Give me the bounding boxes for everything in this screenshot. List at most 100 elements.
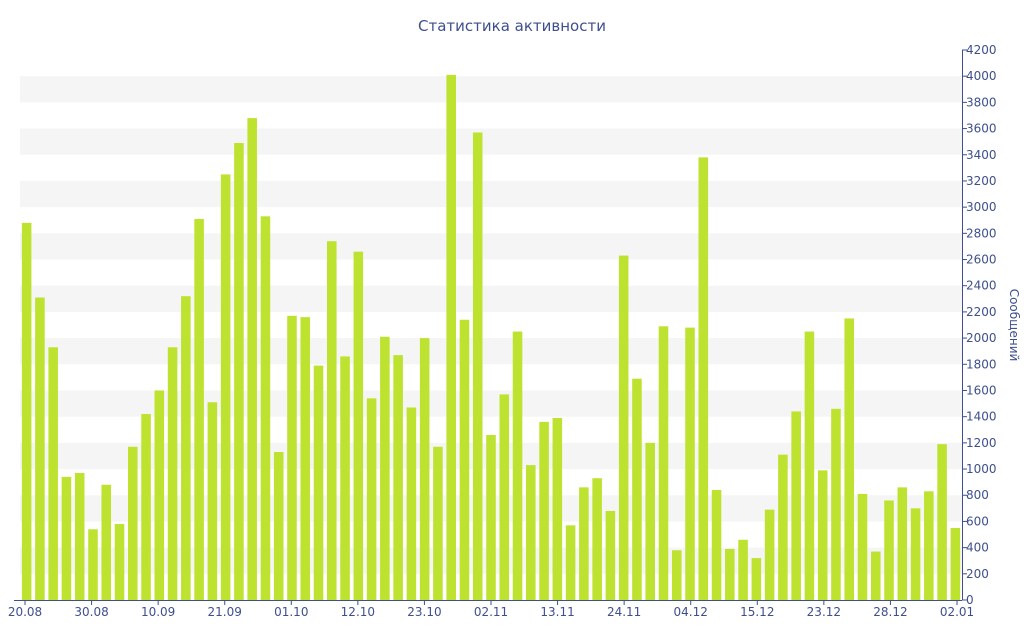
- bar: [565, 525, 576, 600]
- x-tick-label: 12.10: [341, 605, 375, 619]
- x-tick-label: 02.11: [474, 605, 508, 619]
- bar: [764, 509, 775, 600]
- bar: [738, 539, 748, 600]
- y-tick-label: 2600: [966, 253, 997, 267]
- y-tick-label: 1200: [966, 436, 997, 450]
- y-tick-label: 1800: [966, 357, 997, 371]
- x-tick-label: 02.01: [940, 605, 974, 619]
- bar: [340, 356, 350, 600]
- bar: [21, 222, 32, 600]
- bar: [260, 216, 271, 601]
- axes: [14, 50, 963, 601]
- bar: [287, 315, 297, 600]
- bar: [167, 347, 178, 600]
- bar: [778, 454, 788, 600]
- x-tick-label: 30.08: [74, 605, 108, 619]
- bar: [711, 490, 722, 600]
- bar: [897, 487, 908, 600]
- bar: [937, 444, 947, 600]
- bar: [698, 157, 709, 600]
- bar: [671, 550, 682, 600]
- bar: [910, 508, 921, 600]
- bar: [35, 297, 45, 600]
- bars: [21, 74, 961, 601]
- bar: [313, 365, 324, 600]
- bar: [486, 435, 496, 600]
- y-tick-label: 4200: [966, 43, 997, 57]
- y-ticks: 0 200 400 600 800 1000 1200 1400 1600 1800 2000 220…: [962, 43, 997, 607]
- y-tick-label: 2200: [966, 305, 997, 319]
- bar: [605, 510, 616, 600]
- bar: [74, 472, 85, 600]
- bar: [446, 74, 456, 600]
- x-tick-label: 24.11: [607, 605, 641, 619]
- x-tick-label: 15.12: [740, 605, 774, 619]
- y-tick-label: 1000: [966, 462, 997, 476]
- x-ticks: 20.08 30.08 10.09 21.09 01.10 12.10 23.10 02.11…: [8, 600, 974, 619]
- bar: [950, 527, 961, 600]
- bar: [526, 465, 536, 600]
- bar: [645, 442, 655, 600]
- bar: [499, 394, 510, 600]
- bar: [433, 446, 443, 600]
- bar: [48, 347, 58, 600]
- bar: [725, 548, 735, 600]
- bar: [472, 132, 483, 600]
- y-tick-label: 1400: [966, 410, 997, 424]
- y-tick-label: 3200: [966, 174, 997, 188]
- grid-band: [20, 233, 962, 260]
- bar: [327, 241, 337, 600]
- y-tick-label: 200: [966, 567, 989, 581]
- bar: [817, 470, 828, 600]
- bar: [273, 452, 284, 600]
- bar: [844, 318, 855, 600]
- bar: [380, 336, 390, 600]
- bar: [366, 398, 377, 600]
- y-tick-label: 2400: [966, 279, 997, 293]
- x-tick-label: 01.10: [274, 605, 308, 619]
- bar: [419, 338, 430, 600]
- bar: [459, 319, 470, 600]
- bar: [127, 446, 138, 600]
- bar: [751, 558, 762, 600]
- bar: [194, 218, 204, 600]
- bar: [539, 421, 549, 600]
- grid-band: [20, 285, 962, 312]
- bar: [632, 378, 642, 600]
- bar: [353, 251, 364, 600]
- bar: [220, 174, 231, 600]
- bar: [924, 491, 934, 600]
- bar: [618, 255, 629, 600]
- x-tick-label: 20.08: [8, 605, 42, 619]
- bar: [181, 296, 191, 600]
- y-tick-label: 3600: [966, 122, 997, 136]
- bar: [406, 407, 417, 600]
- bar: [552, 417, 563, 600]
- bar: [579, 487, 589, 600]
- bar: [884, 500, 894, 600]
- grid-band: [20, 180, 962, 208]
- y-axis-label: Сообщений: [1007, 289, 1021, 362]
- x-tick-label: 21.09: [208, 605, 242, 619]
- x-tick-label: 04.12: [674, 605, 708, 619]
- grid-band: [20, 338, 962, 365]
- x-tick-label: 13.11: [540, 605, 574, 619]
- bar: [101, 484, 112, 600]
- bar: [88, 529, 98, 600]
- grid-band: [20, 128, 962, 155]
- y-tick-label: 3000: [966, 200, 997, 214]
- x-tick-label: 23.10: [407, 605, 441, 619]
- chart-title: Статистика активности: [418, 17, 606, 35]
- y-tick-label: 3400: [966, 148, 997, 162]
- bar: [300, 317, 311, 600]
- y-tick-label: 1600: [966, 383, 997, 397]
- y-tick-label: 600: [966, 514, 989, 528]
- y-tick-label: 3800: [966, 95, 997, 109]
- bar: [804, 331, 815, 600]
- x-tick-label: 28.12: [873, 605, 907, 619]
- bar: [685, 327, 695, 600]
- y-tick-label: 400: [966, 541, 989, 555]
- bar: [141, 414, 151, 600]
- bar: [870, 551, 881, 600]
